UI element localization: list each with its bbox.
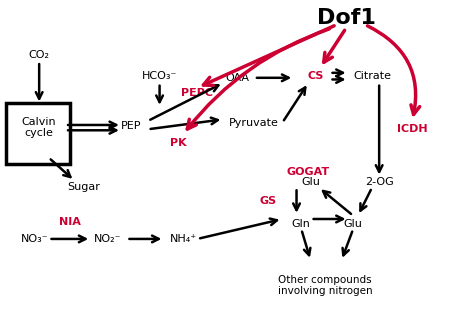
Text: Pyruvate: Pyruvate [229, 118, 279, 128]
Text: NO₃⁻: NO₃⁻ [20, 234, 48, 244]
Text: OAA: OAA [226, 73, 249, 83]
Text: GS: GS [260, 196, 277, 206]
Text: ICDH: ICDH [397, 124, 428, 134]
Text: NH₄⁺: NH₄⁺ [170, 234, 197, 244]
Text: Citrate: Citrate [353, 71, 391, 81]
Text: GOGAT: GOGAT [287, 168, 330, 178]
Text: CO₂: CO₂ [28, 50, 50, 60]
Text: PEP: PEP [121, 121, 142, 131]
Text: 2-OG: 2-OG [365, 178, 394, 188]
Text: Dof1: Dof1 [317, 8, 376, 28]
Text: Sugar: Sugar [67, 183, 101, 192]
Text: Gln: Gln [292, 219, 311, 229]
Text: Calvin
cycle: Calvin cycle [22, 117, 57, 138]
Text: NO₂⁻: NO₂⁻ [94, 234, 122, 244]
Text: HCO₃⁻: HCO₃⁻ [142, 71, 177, 81]
Text: Glu: Glu [301, 178, 320, 188]
Text: Other compounds
involving nitrogen: Other compounds involving nitrogen [277, 275, 372, 296]
Text: PK: PK [170, 138, 187, 148]
Text: CS: CS [307, 71, 323, 81]
Text: PEPC: PEPC [181, 88, 213, 98]
Text: NIA: NIA [59, 217, 81, 227]
FancyBboxPatch shape [6, 103, 70, 164]
Text: Glu: Glu [344, 219, 362, 229]
